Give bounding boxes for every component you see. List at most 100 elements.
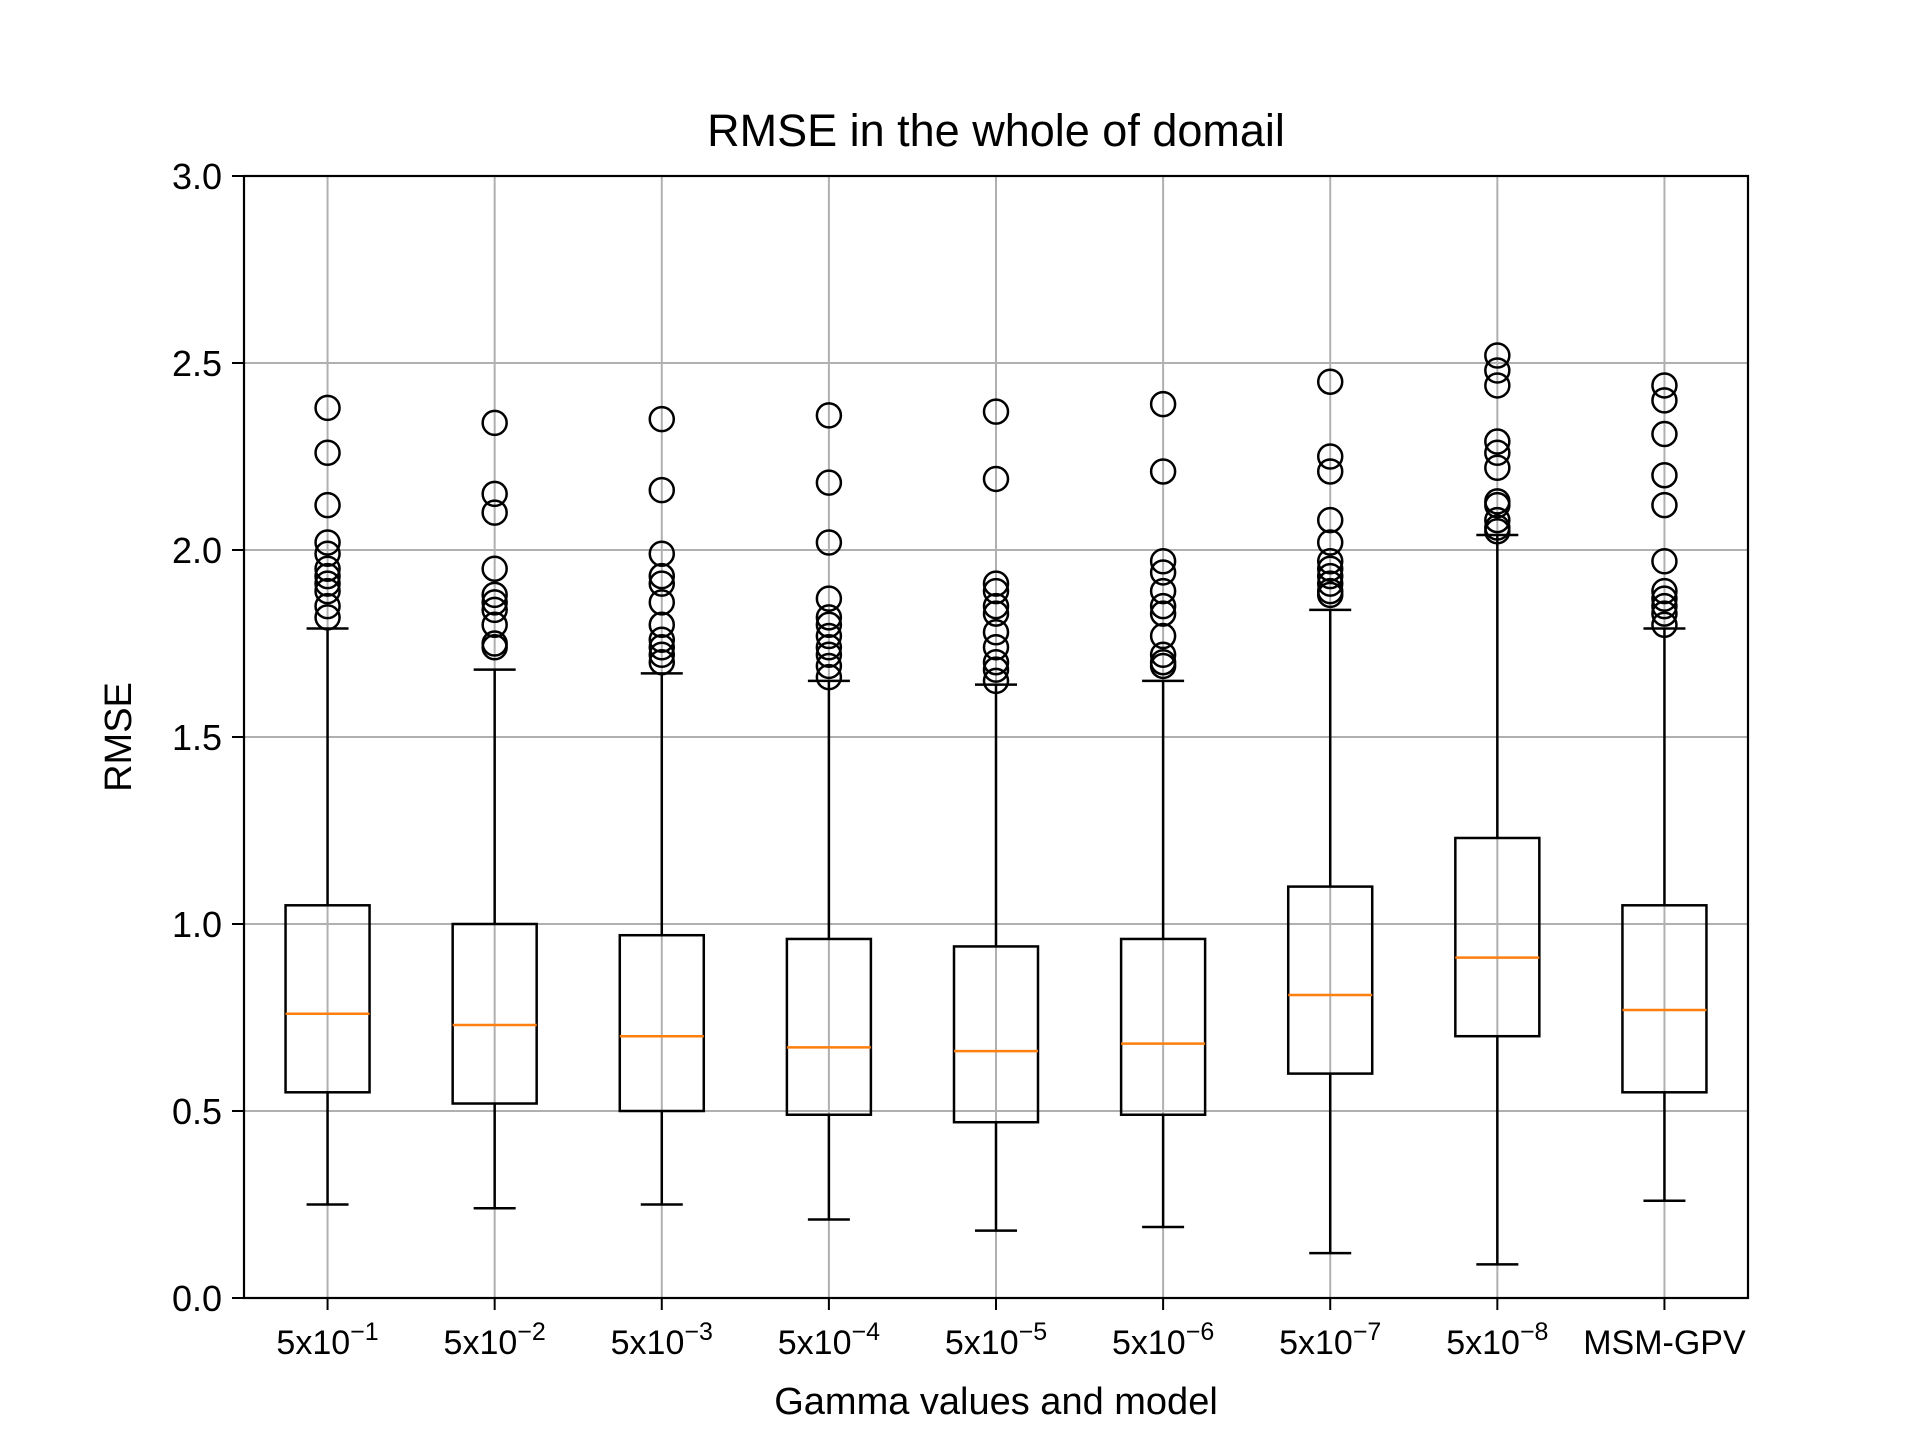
iqr-box [618, 933, 706, 1113]
box-group [618, 405, 706, 1206]
box-group [1119, 390, 1207, 1229]
flier-point [1149, 641, 1177, 668]
flier-point [815, 652, 843, 680]
y-tick-label: 3.0 [172, 156, 222, 197]
flier-point [314, 491, 341, 519]
iqr-box [1286, 885, 1374, 1075]
flier-point [481, 589, 508, 616]
flier-point [815, 622, 843, 650]
flier-point [982, 656, 1010, 683]
x-tick-label: 5x10−8 [1446, 1318, 1548, 1362]
flier-point [815, 402, 843, 429]
flier-point [1484, 357, 1511, 384]
flier-point [1149, 458, 1177, 485]
flier-point [648, 641, 676, 668]
flier-point [1484, 342, 1511, 369]
flier-point [815, 529, 843, 556]
flier-point [1484, 428, 1511, 455]
box-group [785, 402, 873, 1221]
y-axis-label: RMSE [98, 682, 140, 792]
flier-point [1149, 592, 1177, 620]
iqr-box [952, 945, 1040, 1124]
box-group [284, 394, 371, 1206]
flier-point [1651, 577, 1678, 605]
flier-point [1484, 439, 1511, 467]
flier-point [1484, 491, 1511, 519]
boxes [284, 342, 1708, 1266]
x-tick-label: 5x10−2 [444, 1318, 546, 1362]
flier-point [982, 619, 1010, 646]
flier-point [314, 555, 341, 582]
flier-point [982, 633, 1010, 661]
flier-point [1316, 458, 1344, 485]
flier-point [982, 667, 1010, 695]
box-group [952, 398, 1040, 1232]
axis-ticks: 0.0 0.5 1.0 1.5 2.0 2.5 3.0 5x10−1 5x10−2 5x10−3 5… [172, 156, 1746, 1362]
flier-point [1316, 368, 1344, 395]
flier-point [481, 611, 508, 639]
flier-point [314, 540, 341, 567]
flier-point [815, 633, 843, 661]
flier-point [1316, 570, 1344, 597]
flier-point [1651, 611, 1678, 639]
flier-point [648, 648, 676, 676]
flier-point [1149, 390, 1177, 418]
flier-point [815, 641, 843, 668]
flier-point [314, 570, 341, 597]
x-tick-label: 5x10−3 [611, 1318, 713, 1362]
box-group [1286, 368, 1374, 1255]
flier-point [1651, 547, 1678, 575]
flier-point [1651, 585, 1678, 612]
flier-point [815, 604, 843, 631]
flier-point [1484, 372, 1511, 399]
box-group [1454, 342, 1541, 1266]
chart-title: RMSE in the whole of domail [707, 105, 1285, 156]
flier-point [1484, 454, 1511, 481]
flier-point [1149, 600, 1177, 627]
flier-point [481, 555, 508, 582]
flier-point [1651, 491, 1678, 519]
flier-point [982, 592, 1010, 620]
flier-point [982, 600, 1010, 627]
x-tick-label: 5x10−4 [778, 1318, 880, 1362]
flier-point [1149, 577, 1177, 605]
iqr-box [1454, 836, 1541, 1038]
iqr-box [284, 904, 371, 1094]
x-tick-label: 5x10−1 [276, 1318, 378, 1362]
flier-point [314, 577, 341, 605]
flier-point [314, 604, 341, 631]
flier-point [982, 570, 1010, 597]
flier-point [982, 577, 1010, 605]
flier-point [1651, 387, 1678, 414]
flier-point [1484, 518, 1511, 545]
flier-point [648, 476, 676, 504]
flier-point [1484, 506, 1511, 534]
flier-point [1149, 559, 1177, 586]
flier-point [648, 570, 676, 597]
flier-point [648, 633, 676, 661]
flier-point [1149, 547, 1177, 575]
iqr-box [451, 922, 538, 1105]
flier-point [481, 596, 508, 624]
flier-point [314, 439, 341, 467]
y-tick-label: 0.5 [172, 1091, 222, 1132]
flier-point [982, 648, 1010, 676]
flier-point [314, 592, 341, 620]
flier-point [982, 465, 1010, 493]
box-group [451, 409, 538, 1210]
flier-point [1316, 581, 1344, 609]
y-tick-label: 2.0 [172, 530, 222, 571]
flier-point [1651, 600, 1678, 627]
flier-point [314, 562, 341, 590]
flier-point [1651, 592, 1678, 620]
flier-point [1149, 622, 1177, 650]
flier-point [481, 409, 508, 437]
flier-point [815, 585, 843, 612]
flier-point [1149, 652, 1177, 680]
flier-point [648, 405, 676, 433]
flier-point [982, 398, 1010, 425]
flier-point [1651, 372, 1678, 399]
flier-point [481, 633, 508, 661]
